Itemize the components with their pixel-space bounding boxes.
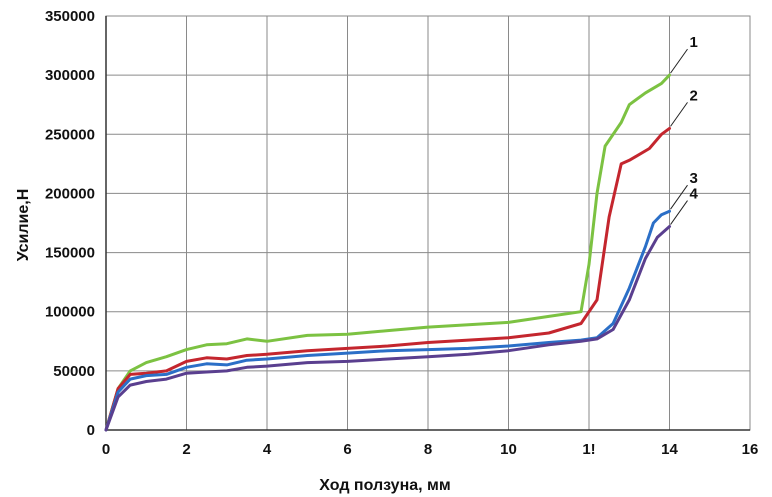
x-tick-label: 14 <box>661 441 678 458</box>
x-tick-label: 6 <box>343 441 351 458</box>
series-line-3 <box>104 209 671 432</box>
y-tick-label: 300000 <box>45 67 95 84</box>
series-line-1 <box>104 73 671 432</box>
y-axis-title: Усилие,Н <box>15 189 32 262</box>
series-leader-line <box>670 200 688 225</box>
x-tick-label: 0 <box>102 441 110 458</box>
series-line-4 <box>104 225 671 432</box>
x-axis-title: Ход ползуна, мм <box>319 477 450 494</box>
y-tick-label: 150000 <box>45 245 95 262</box>
series-leader-line <box>670 184 688 210</box>
x-tick-label: 4 <box>263 441 272 458</box>
series-label-2: 2 <box>690 87 698 104</box>
x-tick-label: 16 <box>742 441 759 458</box>
x-tick-label: 1! <box>582 441 595 458</box>
y-tick-label: 200000 <box>45 185 95 202</box>
y-tick-label: 250000 <box>45 126 95 143</box>
x-tick-label: 2 <box>182 441 190 458</box>
chart-axes <box>105 16 750 431</box>
y-tick-label: 0 <box>87 422 95 439</box>
chart-series-labels: 1 2 34 <box>670 34 699 225</box>
series-label-3: 3 <box>690 170 698 187</box>
y-tick-label: 50000 <box>53 363 95 380</box>
series-label-4: 4 <box>690 186 699 203</box>
chart-grid <box>105 15 751 431</box>
y-tick-label: 100000 <box>45 304 95 321</box>
series-leader-line <box>670 102 688 127</box>
x-tick-label: 10 <box>500 441 517 458</box>
series-label-1: 1 <box>690 34 698 51</box>
y-tick-label: 350000 <box>45 8 95 25</box>
chart-tick-labels: 0 2 4 6 8 10 1! 14 16050000100000150000200000250… <box>45 8 758 458</box>
series-line-2 <box>104 126 671 432</box>
chart-series <box>104 73 671 432</box>
x-tick-label: 8 <box>424 441 432 458</box>
series-leader-line <box>670 48 688 74</box>
